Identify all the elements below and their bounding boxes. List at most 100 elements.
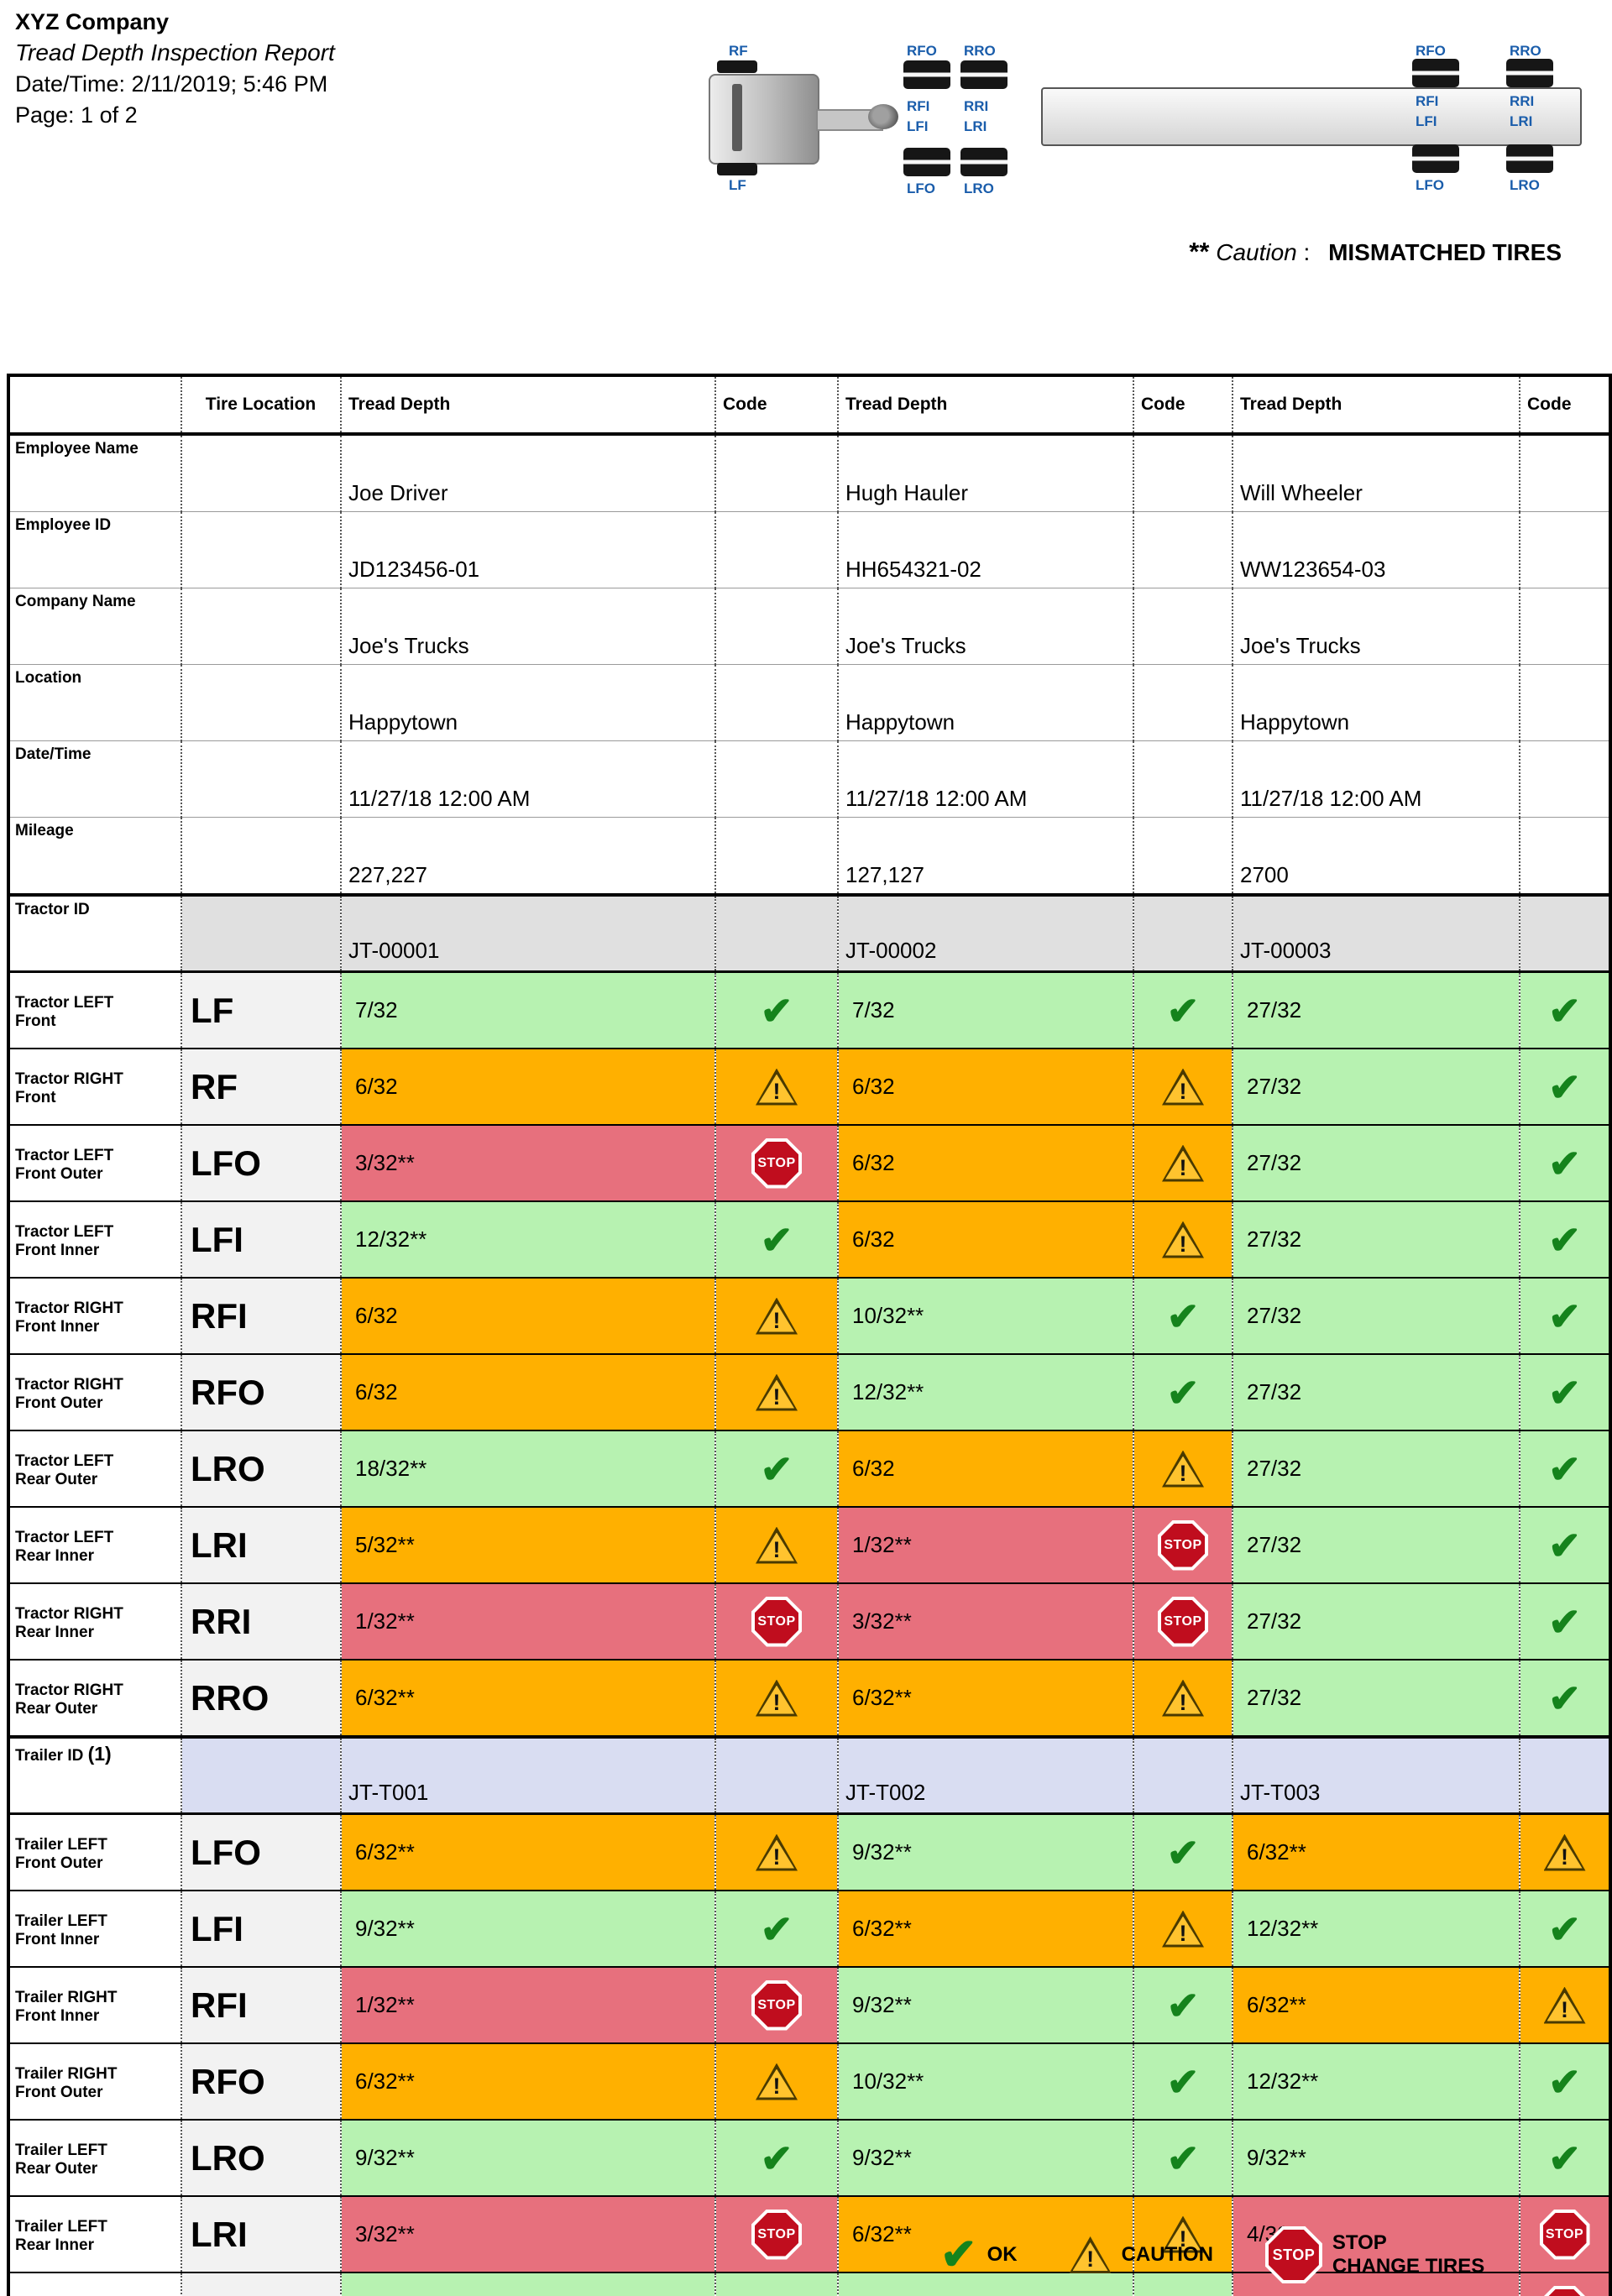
tire-label-rfi: RFI	[907, 98, 930, 114]
table-row: Tractor LEFT Front Outer LFO 3/32** ✔ ! …	[8, 1124, 1610, 1201]
caution-triangle-icon: !	[756, 1833, 798, 1871]
table-row: Trailer RIGHT Front Outer RFO 6/32** ✔ !…	[8, 2042, 1610, 2120]
tire-position-label: Tractor RIGHT Front Inner	[8, 1277, 181, 1354]
status-code-cell: ✔ ! STOP	[714, 1582, 838, 1660]
table-row: Company Name Joe's Trucks Joe's Trucks J…	[8, 588, 1610, 665]
tire-label-rri: RRI	[1510, 93, 1535, 109]
tire-location-cell	[181, 817, 341, 895]
caution-triangle-icon: !	[756, 1679, 798, 1717]
tread-depth-value: 9/32**	[837, 1812, 1133, 1891]
tire-code: LRO	[181, 1430, 341, 1507]
front-tire	[717, 163, 757, 175]
tire-position-label: Tractor LEFT Front Inner	[8, 1200, 181, 1278]
table-row: Mileage 227,227 127,127 2700	[8, 817, 1610, 895]
stop-sign-icon: STOP	[751, 1596, 802, 1647]
tractor-tires-section: Tractor LEFT Front LF 7/32 ✔ ! STOP 7/32…	[8, 970, 1610, 1737]
ok-check-icon: ✔	[1548, 1141, 1581, 1185]
info-value: 127,127	[837, 817, 1133, 895]
tire-code: LRI	[181, 2195, 341, 2272]
tread-depth-value: 6/32	[837, 1124, 1133, 1201]
stop-sign-icon: STOP	[751, 1138, 802, 1189]
info-value: 11/27/18 12:00 AM	[837, 740, 1133, 818]
status-code-cell: ✔ ! STOP	[1519, 1890, 1610, 1967]
legend-caution-label: CAUTION	[1121, 2243, 1213, 2266]
status-code-cell: ✔ ! STOP	[1519, 1659, 1610, 1737]
col-header-tread-depth: Tread Depth	[837, 375, 1133, 436]
status-code-cell: ✔ ! STOP	[1519, 1353, 1610, 1430]
ok-check-icon: ✔	[940, 2231, 977, 2279]
status-code-cell: ✔ ! STOP	[1519, 1124, 1610, 1201]
dual-tires	[1506, 59, 1553, 87]
tread-depth-value: 7/32	[837, 970, 1133, 1049]
tread-depth-value: 9/32**	[340, 2272, 715, 2296]
ok-check-icon: ✔	[1166, 1830, 1200, 1875]
tire-label-lro: LRO	[1510, 177, 1540, 193]
ok-check-icon: ✔	[760, 988, 793, 1033]
legend-ok-label: OK	[987, 2243, 1018, 2266]
dual-tires	[960, 60, 1008, 89]
ok-check-icon: ✔	[1548, 988, 1581, 1033]
tire-label-lfi: LFI	[1416, 113, 1437, 129]
code-cell-empty	[714, 664, 838, 741]
status-code-cell: ✔ ! STOP	[1519, 2195, 1610, 2272]
company-name: XYZ Company	[15, 9, 170, 34]
tire-location-cell	[181, 664, 341, 741]
tread-depth-value: 10/32**	[837, 1277, 1133, 1354]
status-code-cell: ✔ ! STOP	[714, 1812, 838, 1891]
col-header-code: Code	[1133, 375, 1233, 436]
tread-depth-value: 9/32**	[837, 2272, 1133, 2296]
tread-depth-value: 9/32**	[837, 2119, 1133, 2196]
table-row: Tractor LEFT Rear Inner LRI 5/32** ✔ ! S…	[8, 1506, 1610, 1583]
status-code-cell: ✔ ! STOP	[714, 1124, 838, 1201]
fifth-wheel	[868, 104, 898, 129]
trailer-number: (1)	[87, 1743, 112, 1765]
status-code-cell: ✔ ! STOP	[714, 1659, 838, 1737]
table-row: Tractor RIGHT Front RF 6/32 ✔ ! STOP 6/3…	[8, 1048, 1610, 1125]
ok-check-icon: ✔	[1166, 2059, 1200, 2104]
col-header-tire-location: Tire Location	[181, 375, 341, 436]
status-code-cell: ✔ ! STOP	[714, 2272, 838, 2296]
info-value: 227,227	[340, 817, 715, 895]
status-code-cell: ✔ ! STOP	[1133, 2042, 1233, 2120]
tire-label-lri: LRI	[1510, 113, 1533, 129]
table-row: Tractor LEFT Rear Outer LRO 18/32** ✔ ! …	[8, 1430, 1610, 1507]
tread-depth-value: 3/32**	[340, 1124, 715, 1201]
legend-ok: ✔ OK	[940, 2233, 1018, 2277]
code-cell-empty	[1133, 817, 1233, 895]
tire-code: RFI	[181, 1966, 341, 2043]
caution-message: MISMATCHED TIRES	[1328, 239, 1562, 265]
caution-triangle-icon: !	[756, 1297, 798, 1335]
tread-depth-value: 27/32	[1232, 1506, 1520, 1583]
status-code-cell: ✔ ! STOP	[714, 1430, 838, 1507]
col-header-code: Code	[714, 375, 838, 436]
status-code-cell: ✔ ! STOP	[714, 1048, 838, 1125]
table-row: Date/Time 11/27/18 12:00 AM 11/27/18 12:…	[8, 740, 1610, 818]
tire-position-label: Trailer LEFT Rear Inner	[8, 2195, 181, 2272]
tire-position-label: Trailer LEFT Rear Outer	[8, 2119, 181, 2196]
table-row: Trailer LEFT Rear Outer LRO 9/32** ✔ ! S…	[8, 2119, 1610, 2196]
ok-check-icon: ✔	[760, 1217, 793, 1262]
info-value: JD123456-01	[340, 511, 715, 588]
status-code-cell: ✔ ! STOP	[1133, 970, 1233, 1049]
tread-depth-value: 3/32**	[340, 2195, 715, 2272]
dual-tires	[1412, 144, 1459, 173]
dual-tires	[960, 148, 1008, 176]
ok-check-icon: ✔	[1166, 1983, 1200, 2027]
row-label: Company Name	[8, 588, 181, 665]
status-code-cell: ✔ ! STOP	[714, 1506, 838, 1583]
table-row: Tractor RIGHT Front Outer RFO 6/32 ✔ ! S…	[8, 1353, 1610, 1430]
tread-depth-value: 27/32	[1232, 1430, 1520, 1507]
report-header: XYZ Company Tread Depth Inspection Repor…	[15, 7, 335, 130]
status-code-cell: ✔ ! STOP	[1133, 1200, 1233, 1278]
caution-triangle-icon: !	[1162, 1679, 1204, 1717]
table-row: Trailer RIGHT Front Inner RFI 1/32** ✔ !…	[8, 1966, 1610, 2043]
code-cell-empty	[1133, 433, 1233, 512]
stop-sign-icon: STOP	[751, 1980, 802, 2031]
tread-depth-value: 9/32**	[340, 1890, 715, 1967]
status-legend: ✔ OK ! CAUTION STOP STOP CHANGE TIRES	[940, 2226, 1484, 2283]
tread-depth-value: 9/32**	[340, 2119, 715, 2196]
caution-word: Caution	[1216, 239, 1297, 265]
tire-position-label: Tractor RIGHT Front	[8, 1048, 181, 1125]
status-code-cell: ✔ ! STOP	[1133, 1277, 1233, 1354]
code-cell-empty	[1519, 664, 1610, 741]
